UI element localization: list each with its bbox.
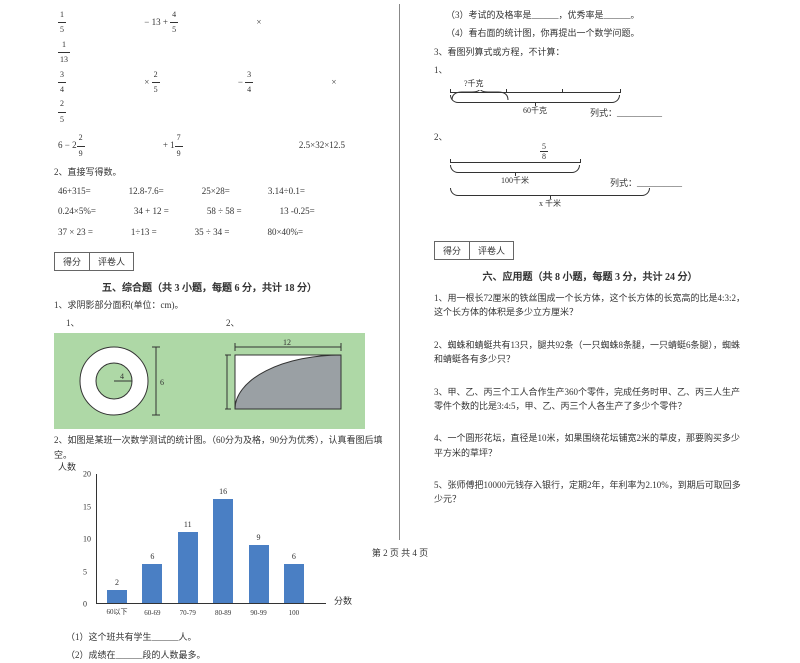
width-12: 12 (283, 338, 291, 347)
d1-expression: 列式：__________ (590, 106, 662, 119)
radius-4: 4 (120, 372, 124, 381)
shape-ring: 4 6 (66, 337, 176, 425)
app-q4: 4、一个圆形花坛，直径是10米，如果围绕花坛铺宽2米的草皮，那要购买多少平方米的… (434, 431, 746, 460)
bar: 2 (107, 590, 127, 603)
bar: 16 (213, 499, 233, 603)
diagram-2-label: 2、 (434, 130, 770, 144)
right-column: （3）考试的及格率是______，优秀率是______。 （4）看右面的统计图，… (400, 4, 780, 540)
q5-2-sub3: （3）考试的及格率是______，优秀率是______。 (446, 8, 770, 22)
left-column: 15 − 13 + 45 × 113 34 × 25 − 34 × 25 6 −… (20, 4, 400, 540)
score-label: 得分 (435, 242, 470, 259)
calc-row-1: 46+315=12.8-7.6=25×28=3.14÷0.1= (58, 183, 389, 199)
bar-chart: 人数 分数 05101520260以下660-691170-791680-899… (78, 466, 338, 626)
q3-title: 3、看图列算式或方程，不计算： (434, 45, 770, 59)
q5-2-sub2: （2）成绩在______段的人数最多。 (66, 648, 389, 662)
section-5-header: 五、综合题（共 3 小题，每题 6 分，共计 18 分） (30, 279, 389, 294)
score-label: 得分 (55, 253, 90, 270)
math-line-2: 6 − 229 + 179 2.5×32×12.5 (58, 131, 389, 161)
q2-title: 2、直接写得数。 (54, 165, 389, 179)
calc-row-2: 0.24×5%=34 + 12 =58 ÷ 58 =13 -0.25= (58, 203, 389, 219)
calc-row-3: 37 × 23 =1÷13 =35 ÷ 34 =80×40%= (58, 224, 389, 240)
bar: 6 (142, 564, 162, 603)
app-q2: 2、蜘蛛和蜻蜓共有13只，腿共92条（一只蜘蛛8条腿，一只蜻蜓6条腿），蜘蛛和蜻… (434, 338, 746, 367)
page-wrap: 15 − 13 + 45 × 113 34 × 25 − 34 × 25 6 −… (0, 0, 800, 540)
y-axis-label: 人数 (58, 460, 76, 473)
q5-2: 2、如图是某班一次数学测试的统计图。（60分为及格，90分为优秀），认真看图后填… (54, 433, 389, 462)
diagram-2: 列式：__________ 58 100千米 x 千米 (450, 162, 690, 209)
app-q3: 3、甲、乙、丙三个工人合作生产360个零件，完成任务时甲、乙、丙三人生产零件个数… (434, 385, 746, 414)
q5-2-sub4: （4）看右面的统计图，你再提出一个数学问题。 (446, 26, 770, 40)
bar: 11 (178, 532, 198, 604)
diagram-1: 列式：__________ ?千克 60千克 (450, 92, 670, 116)
app-q1: 1、用一根长72厘米的铁丝围成一个长方体，这个长方体的长宽高的比是4:3:2，这… (434, 291, 746, 320)
grader-label: 评卷人 (470, 242, 513, 259)
svg-text:6: 6 (160, 378, 164, 387)
chart-area: 分数 05101520260以下660-691170-791680-89990-… (96, 474, 326, 604)
app-q5: 5、张师傅把10000元钱存入银行，定期2年，年利率为2.10%，到期后可取回多… (434, 478, 746, 507)
bar: 6 (284, 564, 304, 603)
score-box-5: 得分 评卷人 (54, 252, 134, 271)
section-6-header: 六、应用题（共 8 小题，每题 3 分，共计 24 分） (410, 268, 770, 283)
shape-labels: 1、 2、 (66, 316, 389, 329)
q5-2-sub1: （1）这个班共有学生______人。 (66, 630, 389, 644)
q5-1: 1、求阴影部分面积(单位：cm)。 (54, 298, 389, 312)
shape-row: 4 6 12 6 (54, 333, 365, 429)
x-axis-label: 分数 (334, 594, 352, 607)
bar: 9 (249, 545, 269, 604)
score-box-6: 得分 评卷人 (434, 241, 514, 260)
grader-label: 评卷人 (90, 253, 133, 270)
shape-rect-arc: 12 6 (225, 337, 355, 425)
diagram-1-label: 1、 (434, 63, 770, 77)
math-line-1: 15 − 13 + 45 × 113 34 × 25 − 34 × 25 (58, 8, 389, 127)
